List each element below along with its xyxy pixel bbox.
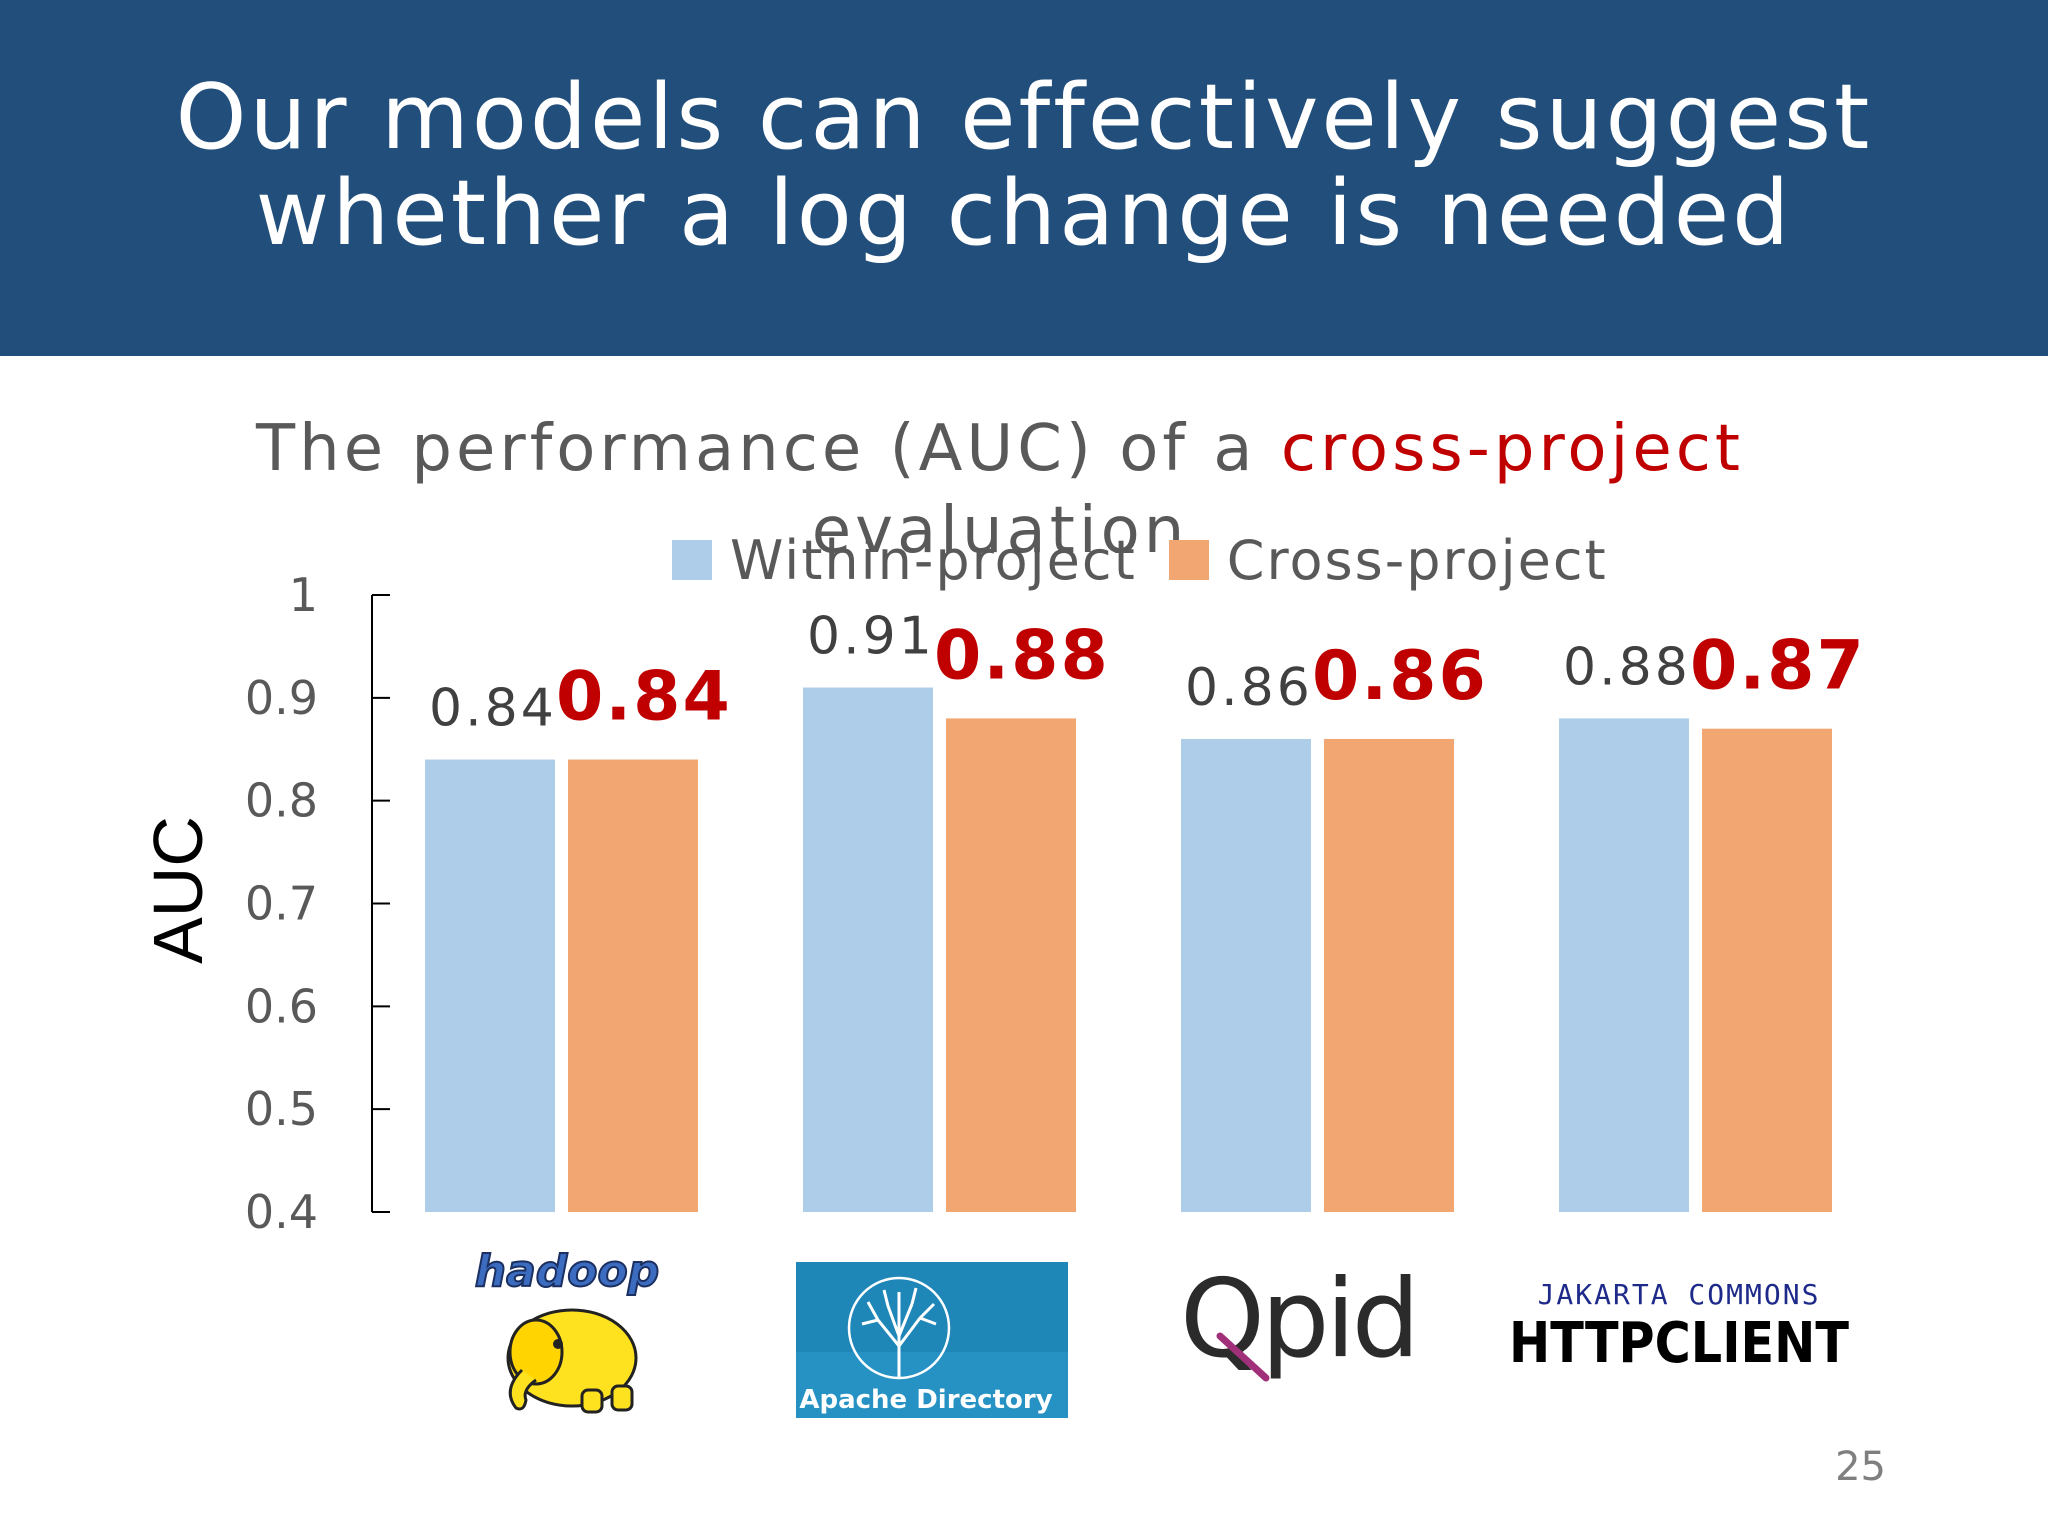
y-tick-label: 0.6	[245, 979, 318, 1033]
apache-directory-logo: Apache Directory	[796, 1262, 1068, 1418]
slide-title-line-1: Our models can effectively suggest	[175, 65, 1873, 170]
legend-label-within: Within-project	[730, 528, 1137, 592]
legend-swatch-cross	[1168, 540, 1209, 580]
bar-cross-0	[568, 759, 698, 1212]
chart-title-prefix: The performance (AUC) of a	[256, 412, 1281, 486]
chart-title: The performance (AUC) of a cross-project…	[180, 408, 1820, 572]
data-label-cross-0: 0.84	[556, 658, 732, 737]
data-label-cross-3: 0.87	[1690, 627, 1866, 706]
apache-directory-logo-text: Apache Directory	[799, 1385, 1052, 1415]
chart-title-suffix: evaluation	[811, 494, 1189, 568]
data-label-within-1: 0.91	[807, 607, 935, 667]
qpid-arrow-icon	[1216, 1332, 1270, 1382]
legend-item-within: Within-project	[672, 529, 1137, 592]
qpid-logo-text: Qpid	[1180, 1260, 1416, 1382]
qpid-logo: Qpid	[1180, 1260, 1420, 1382]
slide-header: Our models can effectively suggest wheth…	[0, 0, 2048, 356]
chart-title-highlight: cross-project	[1280, 412, 1744, 486]
data-label-cross-1: 0.88	[934, 616, 1110, 695]
data-label-within-2: 0.86	[1185, 658, 1313, 718]
y-tick-label: 0.5	[245, 1082, 318, 1136]
bar-cross-2	[1324, 738, 1454, 1212]
y-tick-label: 0.9	[245, 671, 318, 725]
data-label-within-0: 0.84	[429, 679, 557, 739]
legend-item-cross: Cross-project	[1168, 528, 1608, 592]
bar-within-2	[1181, 738, 1311, 1212]
legend-swatch-within	[672, 540, 712, 580]
project-logos: hadoop Apache Directory Qpid JAKARTA COM…	[0, 1240, 2048, 1430]
jakarta-commons-logo-text: JAKARTA COMMONS	[1538, 1278, 1821, 1311]
bar-cross-1	[946, 718, 1076, 1212]
y-tick-label: 0.7	[245, 877, 318, 931]
auc-bar-chart: 0.40.50.60.70.80.91 0.84 0.840.91 0.88 0.86…	[139, 568, 1866, 1239]
chart-legend: Within-project Cross-project	[672, 528, 1640, 592]
bar-within-0	[425, 759, 555, 1212]
y-tick-label: 0.4	[245, 1185, 318, 1239]
page-number: 25	[1835, 1444, 1886, 1490]
bar-within-1	[803, 687, 933, 1212]
data-label-cross-2: 0.86	[1312, 637, 1488, 716]
y-tick-label: 1	[289, 568, 318, 622]
hadoop-logo-text: hadoop	[475, 1246, 659, 1297]
y-tick-label: 0.8	[245, 774, 318, 828]
hadoop-logo: hadoop	[474, 1245, 660, 1414]
legend-label-cross: Cross-project	[1226, 528, 1608, 592]
httpclient-logo: JAKARTA COMMONS HTTPCLIENT	[1509, 1278, 1849, 1376]
y-axis-label: AUC	[139, 816, 217, 964]
data-label-within-3: 0.88	[1563, 637, 1691, 697]
slide-title: Our models can effectively suggest wheth…	[0, 70, 2048, 262]
bar-cross-3	[1702, 728, 1832, 1212]
tree-icon	[847, 1276, 951, 1380]
bar-within-3	[1559, 718, 1689, 1212]
httpclient-logo-text: HTTPCLIENT	[1509, 1311, 1849, 1376]
elephant-icon	[506, 1308, 638, 1414]
slide-title-line-2: whether a log change is needed	[255, 161, 1793, 266]
